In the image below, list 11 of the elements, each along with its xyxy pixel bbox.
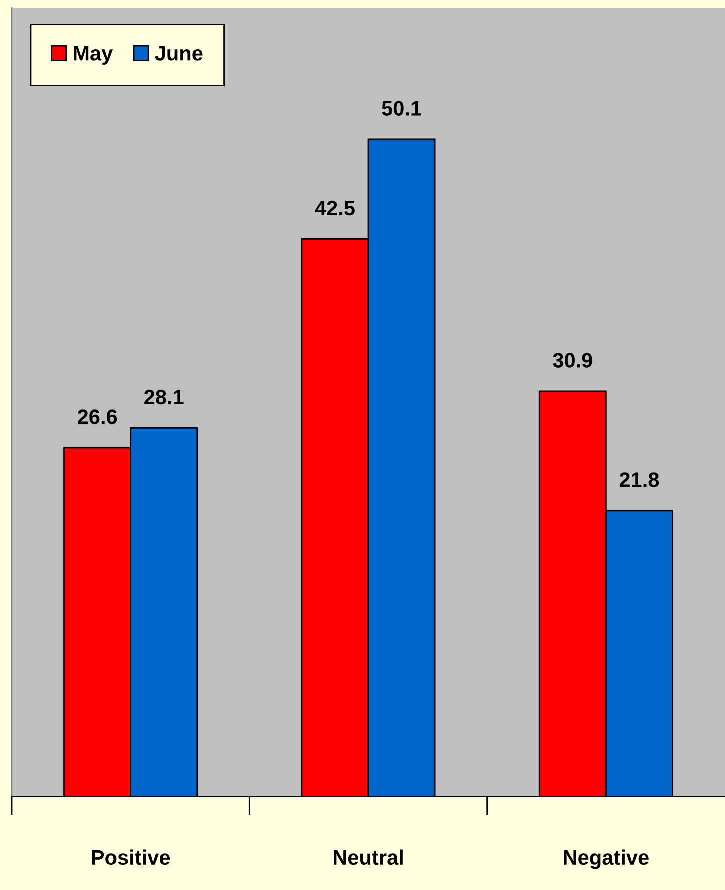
x-tick-label: Positive	[92, 850, 170, 866]
data-label: 30.9	[553, 353, 592, 368]
legend-label: May	[74, 46, 114, 65]
data-label: 21.8	[620, 472, 660, 488]
data-label: 26.6	[78, 410, 118, 424]
legend-label: June	[155, 46, 203, 61]
data-label: 50.1	[382, 101, 422, 116]
x-tick-label: Negative	[564, 850, 649, 870]
x-tick-label: Neutral	[334, 850, 403, 866]
data-label: 28.1	[144, 390, 184, 405]
data-label: 42.5	[315, 200, 355, 216]
